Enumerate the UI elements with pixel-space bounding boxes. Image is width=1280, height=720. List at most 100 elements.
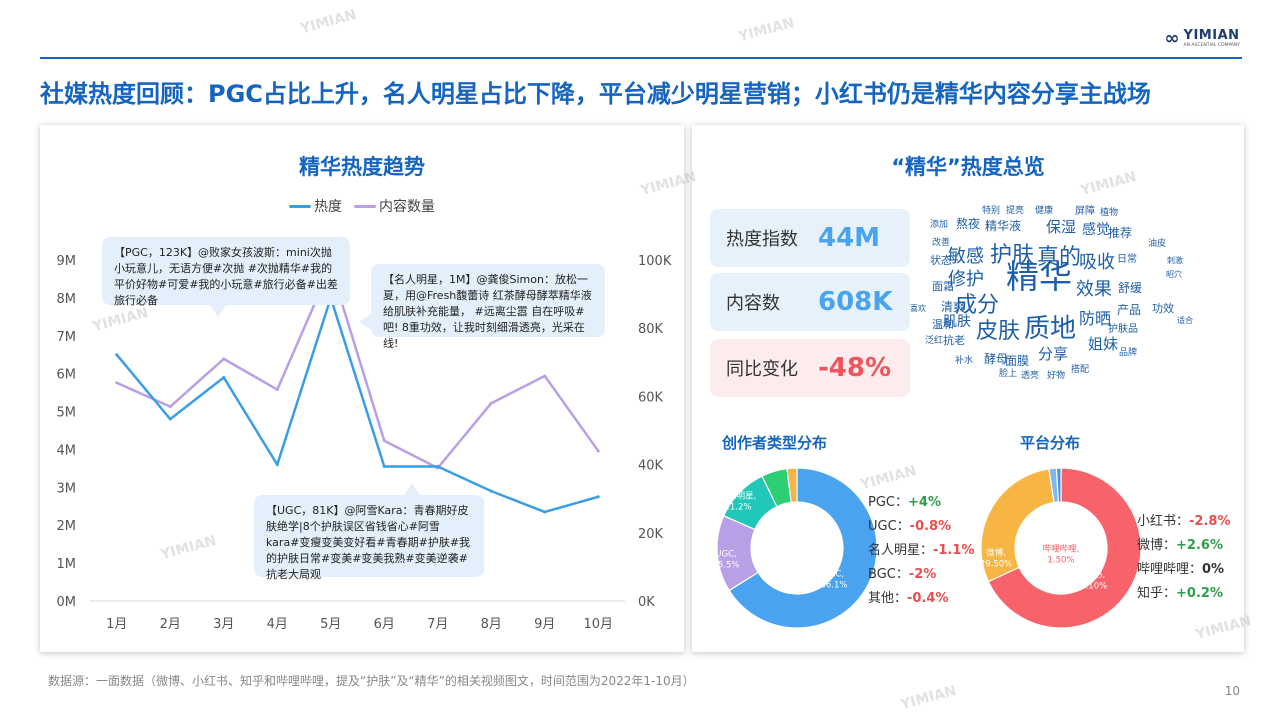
y-left-tick-label: 0M <box>57 595 77 610</box>
word-cloud-term: 推荐 <box>1108 226 1133 240</box>
data-point <box>275 388 279 392</box>
word-cloud-term: 脸上 <box>999 369 1018 379</box>
y-right-tick-label: 40K <box>638 459 664 474</box>
slice-label: 15.5% <box>712 561 739 571</box>
page-title: 社媒热度回顾：PGC占比上升，名人明星占比下降，平台减少明星营销；小红书仍是精华… <box>40 80 1151 108</box>
slice-PGC <box>728 467 878 629</box>
data-point <box>168 405 172 409</box>
word-cloud-term: 精华液 <box>985 219 1022 233</box>
y-right-tick-label: 60K <box>638 390 664 405</box>
trend-line-chart: 0M 1M 2M 3M 4M 5M 6M 7M 8M 9M 0K 20K 40K 60K 80K 100K 1月… <box>57 254 672 632</box>
y-left-tick-label: 1M <box>57 557 77 572</box>
data-point <box>543 510 547 514</box>
x-tick-label: 4月 <box>267 617 288 632</box>
y-right-tick-label: 20K <box>638 527 664 542</box>
change-value: -2% <box>908 567 937 582</box>
callout-celebrity: 【名人明星，1M】@龚俊Simon：放松一夏，用@Fresh馥蕾诗 红茶酵母酵萃… <box>359 264 605 350</box>
word-cloud-term: 屏障 <box>1075 206 1095 217</box>
x-tick-label: 5月 <box>320 617 341 632</box>
data-point <box>596 449 600 453</box>
word-cloud-term: 功效 <box>1152 302 1174 315</box>
word-cloud-term: 补水 <box>955 356 974 366</box>
callout-pgc: 【PGC，123K】@败家女孩波斯：mini次抛小玩意儿，无语方便#次抛 #次抛… <box>102 237 350 317</box>
overview-title: “精华”热度总览 <box>891 155 1045 179</box>
word-cloud-term: 敏感 <box>948 246 984 267</box>
y-left-tick-label: 7M <box>57 330 77 345</box>
x-tick-label: 10月 <box>583 617 613 632</box>
word-cloud-term: 面膜 <box>1005 354 1030 368</box>
word-cloud-term: 昭穴 <box>1166 270 1182 279</box>
change-row: 微博：+2.6% <box>1137 534 1230 558</box>
word-cloud-term: 产品 <box>1117 303 1142 317</box>
word-cloud-term: 搭配 <box>1071 365 1090 375</box>
change-label: 知乎： <box>1137 586 1177 601</box>
word-cloud-term: 好物 <box>1047 371 1066 381</box>
x-tick-label: 6月 <box>374 617 395 632</box>
change-label: 小红书： <box>1137 514 1190 529</box>
kpi-yoy-change: 同比变化 -48% <box>710 339 910 397</box>
change-value: -0.8% <box>909 519 952 534</box>
change-value: +0.2% <box>1176 586 1223 601</box>
change-label: 其他： <box>868 591 908 606</box>
slice-知乎 <box>1055 467 1062 503</box>
kpi-content-count: 内容数 608K <box>710 273 910 331</box>
word-cloud-term: 温和 <box>932 318 954 331</box>
page-number: 10 <box>1224 684 1240 698</box>
word-cloud-term: 泛红 <box>925 336 944 346</box>
change-label: 微博： <box>1137 538 1177 553</box>
data-point <box>436 464 440 468</box>
y-left-tick-label: 3M <box>57 481 77 496</box>
x-tick-label: 2月 <box>160 617 181 632</box>
slice-label: 1.50% <box>1047 556 1074 566</box>
y-left-tick-label: 4M <box>57 443 77 458</box>
y-left-tick-label: 5M <box>57 406 77 421</box>
word-cloud-term: 健康 <box>1035 206 1054 216</box>
legend-label: 热度 <box>314 199 342 215</box>
word-cloud-term: 质地 <box>1024 314 1077 344</box>
word-cloud-term: 植物 <box>1100 208 1119 218</box>
slice-label: 29.50% <box>980 560 1012 570</box>
y-right-tick-label: 100K <box>638 254 672 269</box>
platform-change-list: 小红书：-2.8% 微博：+2.6% 哔哩哔哩：0% 知乎：+0.2% <box>1137 510 1230 606</box>
change-label: BGC： <box>868 567 909 582</box>
kpi-heat-index: 热度指数 44M <box>710 209 910 267</box>
slice-小红书 <box>987 467 1142 629</box>
change-row: UGC：-0.8% <box>868 515 974 539</box>
word-cloud-term: 品牌 <box>1119 348 1138 358</box>
y-right-tick-label: 0K <box>638 595 655 610</box>
change-value: -2.8% <box>1189 514 1231 529</box>
change-row: PGC：+4% <box>868 491 974 515</box>
slice-label: 微博, <box>986 548 1006 559</box>
platform-pie-title: 平台分布 <box>1020 434 1081 452</box>
data-point <box>489 489 493 493</box>
y-left-tick-label: 9M <box>57 254 77 269</box>
slice-label: PGC, <box>824 570 844 580</box>
y-left-tick-label: 6M <box>57 368 77 383</box>
kpi-label: 同比变化 <box>726 359 798 380</box>
watermark: YIMIAN <box>736 14 797 46</box>
data-point <box>115 353 119 357</box>
change-row: 名人明星：-1.1% <box>868 539 974 563</box>
watermark: YIMIAN <box>898 682 959 714</box>
word-cloud-term: 改善 <box>932 238 951 248</box>
trend-legend: 热度 内容数量 <box>40 196 684 216</box>
word-cloud-term: 吸收 <box>1079 252 1115 273</box>
slice-label: 11.2% <box>724 503 751 513</box>
data-point <box>115 381 119 385</box>
word-cloud-term: 感觉 <box>1082 222 1110 238</box>
change-row: BGC：-2% <box>868 563 974 587</box>
change-label: UGC： <box>868 519 910 534</box>
change-row: 哔哩哔哩：0% <box>1137 558 1230 582</box>
word-cloud-term: 肌肤 <box>943 314 971 330</box>
word-cloud-term: 喜欢 <box>910 304 926 313</box>
x-tick-label: 8月 <box>481 617 502 632</box>
word-cloud-term: 分享 <box>1038 345 1069 363</box>
creator-donut-chart: PGC,66.1% UGC,15.5% 名人明星,11.2% <box>712 467 878 629</box>
change-label: 名人明星： <box>868 543 934 558</box>
word-cloud-term: 透亮 <box>1021 371 1040 381</box>
slice-其他 <box>786 467 798 504</box>
logo-tagline: AN ASCENTIAL COMPANY <box>1183 42 1240 48</box>
y-left-tick-label: 2M <box>57 519 77 534</box>
word-cloud-term: 添加 <box>930 220 949 230</box>
change-row: 其他：-0.4% <box>868 587 974 611</box>
